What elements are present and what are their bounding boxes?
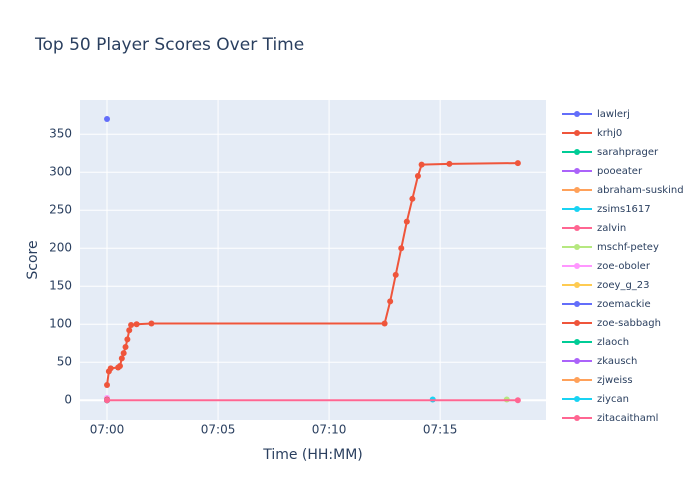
x-axis-label: Time (HH:MM) xyxy=(262,447,363,463)
legend-label: zoe-sabbagh xyxy=(597,318,661,329)
legend-item[interactable]: zoemackie xyxy=(562,299,651,310)
legend-swatch-marker xyxy=(574,396,580,402)
legend-item[interactable]: zkausch xyxy=(562,356,637,367)
legend-label: zoe-oboler xyxy=(597,261,651,272)
legend-label: abraham-suskind xyxy=(597,185,684,196)
legend-swatch-marker xyxy=(574,358,580,364)
y-tick-label: 200 xyxy=(49,241,72,255)
legend-label: zoemackie xyxy=(597,299,651,310)
legend-item[interactable]: zitacaithaml xyxy=(562,413,658,424)
data-point xyxy=(120,350,127,357)
legend-swatch-marker xyxy=(574,168,580,174)
legend-label: ziycan xyxy=(597,394,629,405)
data-point xyxy=(126,327,133,334)
data-point xyxy=(116,363,123,370)
y-tick-label: 100 xyxy=(49,317,72,331)
data-point xyxy=(409,195,416,202)
data-point xyxy=(104,397,111,404)
legend-item[interactable]: abraham-suskind xyxy=(562,185,684,196)
legend-swatch-marker xyxy=(574,244,580,250)
legend-swatch-marker xyxy=(574,282,580,288)
legend-label: mschf-petey xyxy=(597,242,659,253)
legend-label: zkausch xyxy=(597,356,637,367)
legend-item[interactable]: mschf-petey xyxy=(562,242,659,253)
data-point xyxy=(104,116,111,123)
legend-swatch-marker xyxy=(574,320,580,326)
chart-title: Top 50 Player Scores Over Time xyxy=(34,35,304,55)
y-tick-label: 50 xyxy=(57,355,72,369)
data-point xyxy=(128,321,135,328)
legend-item[interactable]: zjweiss xyxy=(562,375,633,386)
data-point xyxy=(414,173,421,180)
y-tick-label: 350 xyxy=(49,127,72,141)
data-point xyxy=(387,298,394,305)
data-point xyxy=(398,245,405,252)
plot-area xyxy=(80,100,546,420)
data-point xyxy=(392,271,399,278)
data-point xyxy=(122,344,129,351)
data-point xyxy=(514,160,521,167)
legend-item[interactable]: zoe-sabbagh xyxy=(562,318,661,329)
legend-item[interactable]: zsims1617 xyxy=(562,204,651,215)
data-point xyxy=(148,320,155,327)
legend-label: zitacaithaml xyxy=(597,413,658,424)
legend-item[interactable]: lawlerj xyxy=(562,109,630,120)
legend-label: sarahprager xyxy=(597,147,659,158)
legend-swatch-marker xyxy=(574,206,580,212)
data-point xyxy=(133,321,140,328)
x-tick-label: 07:00 xyxy=(90,423,125,437)
data-point xyxy=(118,355,125,362)
legend-swatch-marker xyxy=(574,130,580,136)
legend-label: krhj0 xyxy=(597,128,622,139)
data-point xyxy=(381,320,388,327)
y-tick-label: 300 xyxy=(49,165,72,179)
legend-label: zoey_g_23 xyxy=(597,280,650,291)
legend-item[interactable]: zoey_g_23 xyxy=(562,280,650,291)
y-axis-label: Score xyxy=(25,240,41,279)
legend-label: lawlerj xyxy=(597,109,630,120)
x-tick-label: 07:15 xyxy=(423,423,458,437)
data-point xyxy=(403,218,410,225)
x-tick-label: 07:10 xyxy=(312,423,347,437)
legend-item[interactable]: pooeater xyxy=(562,166,643,177)
y-tick-label: 250 xyxy=(49,203,72,217)
data-point xyxy=(124,336,131,343)
data-point xyxy=(418,161,425,168)
legend-swatch-marker xyxy=(574,111,580,117)
data-point xyxy=(104,382,111,389)
data-point xyxy=(446,160,453,167)
legend-label: zsims1617 xyxy=(597,204,651,215)
legend-item[interactable]: ziycan xyxy=(562,394,629,405)
legend-item[interactable]: zoe-oboler xyxy=(562,261,651,272)
legend-swatch-marker xyxy=(574,187,580,193)
data-point xyxy=(107,365,114,372)
legend-swatch-marker xyxy=(574,225,580,231)
x-tick-label: 07:05 xyxy=(201,423,236,437)
legend-swatch-marker xyxy=(574,301,580,307)
y-tick-label: 0 xyxy=(64,393,72,407)
legend-item[interactable]: krhj0 xyxy=(562,128,622,139)
legend-label: zalvin xyxy=(597,223,626,234)
legend-swatch-marker xyxy=(574,149,580,155)
legend-swatch-marker xyxy=(574,377,580,383)
legend-label: zlaoch xyxy=(597,337,629,348)
legend-item[interactable]: zalvin xyxy=(562,223,626,234)
legend-swatch-marker xyxy=(574,415,580,421)
y-tick-label: 150 xyxy=(49,279,72,293)
legend-swatch-marker xyxy=(574,263,580,269)
legend-swatch-marker xyxy=(574,339,580,345)
legend[interactable]: lawlerj krhj0 sarahprager pooeater abraham-s… xyxy=(562,109,684,424)
legend-label: zjweiss xyxy=(597,375,633,386)
legend-item[interactable]: zlaoch xyxy=(562,337,629,348)
data-point xyxy=(514,397,521,404)
legend-item[interactable]: sarahprager xyxy=(562,147,659,158)
legend-label: pooeater xyxy=(597,166,643,177)
marks xyxy=(104,116,521,404)
